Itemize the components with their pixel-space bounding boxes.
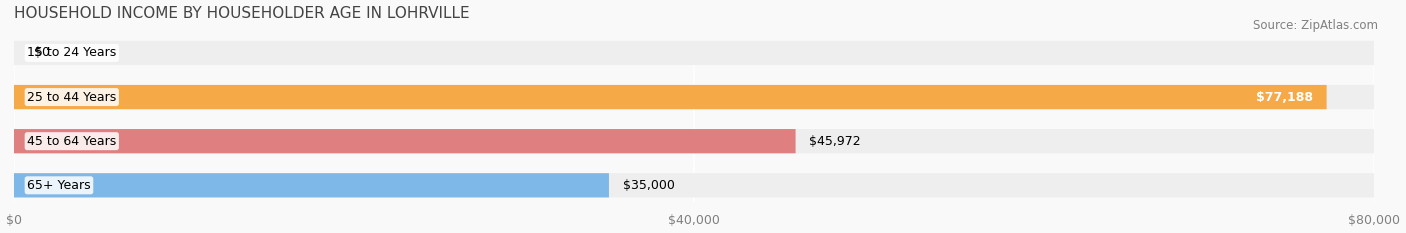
FancyBboxPatch shape: [14, 85, 1327, 109]
Text: Source: ZipAtlas.com: Source: ZipAtlas.com: [1253, 19, 1378, 32]
FancyBboxPatch shape: [14, 173, 1375, 197]
Text: 25 to 44 Years: 25 to 44 Years: [27, 91, 117, 103]
Text: $0: $0: [34, 46, 51, 59]
Text: $35,000: $35,000: [623, 179, 675, 192]
Text: 45 to 64 Years: 45 to 64 Years: [27, 135, 117, 148]
FancyBboxPatch shape: [14, 41, 1375, 65]
FancyBboxPatch shape: [14, 129, 1375, 153]
Text: HOUSEHOLD INCOME BY HOUSEHOLDER AGE IN LOHRVILLE: HOUSEHOLD INCOME BY HOUSEHOLDER AGE IN L…: [14, 6, 470, 21]
Text: $77,188: $77,188: [1256, 91, 1313, 103]
Text: 15 to 24 Years: 15 to 24 Years: [27, 46, 117, 59]
FancyBboxPatch shape: [14, 129, 796, 153]
Text: $45,972: $45,972: [810, 135, 860, 148]
FancyBboxPatch shape: [14, 173, 609, 197]
FancyBboxPatch shape: [14, 85, 1375, 109]
Text: 65+ Years: 65+ Years: [27, 179, 91, 192]
